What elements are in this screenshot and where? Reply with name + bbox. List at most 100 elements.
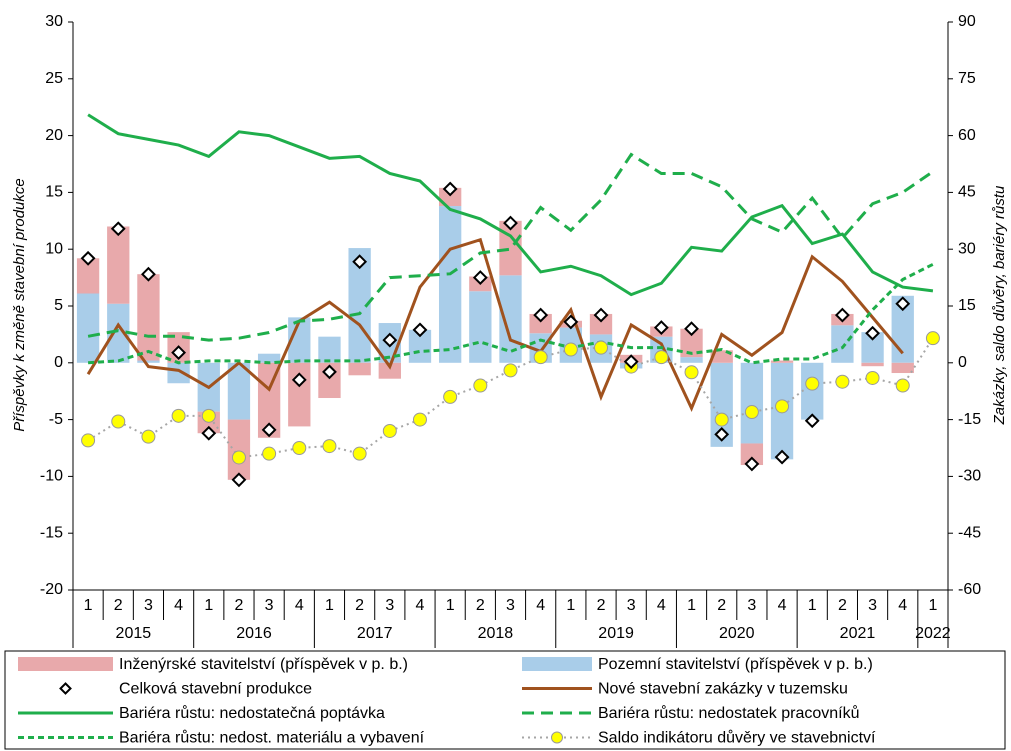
- legend-label: Bariéra růstu: nedostatek pracovníků: [598, 704, 859, 722]
- marker: [171, 345, 187, 360]
- x-group-label: 2016: [236, 625, 272, 642]
- x-group-label: 2020: [719, 625, 755, 642]
- bar: [680, 328, 703, 358]
- marker: [382, 332, 398, 348]
- bar: [740, 443, 764, 466]
- marker: [533, 307, 549, 323]
- marker: [442, 181, 458, 197]
- bar: [76, 293, 100, 363]
- bar: [227, 362, 251, 420]
- marker: [231, 472, 247, 488]
- legend-label: Inženýrské stavitelství (příspěvek v p. …: [119, 656, 408, 673]
- y-tick-label: 5: [54, 297, 63, 314]
- bar: [257, 362, 281, 438]
- x-tick-label: 1: [204, 597, 213, 614]
- bar: [107, 226, 130, 304]
- legend-swatch: [18, 657, 113, 671]
- y2-tick-label: 75: [958, 70, 976, 87]
- bar: [408, 329, 432, 363]
- point: [835, 374, 850, 389]
- x-tick-label: 3: [385, 597, 394, 614]
- y2-tick-label: 60: [958, 127, 976, 144]
- x-group-label: 2022: [915, 625, 951, 642]
- y2-tick-label: -15: [958, 411, 981, 428]
- x-tick-label: 1: [84, 597, 93, 614]
- x-tick-label: 1: [566, 597, 575, 614]
- x-tick-label: 2: [717, 597, 726, 614]
- y-tick-label: 25: [45, 70, 63, 87]
- marker: [322, 364, 337, 380]
- bar: [529, 313, 552, 334]
- marker: [684, 321, 699, 337]
- bar: [861, 332, 884, 363]
- y2-tick-label: -45: [958, 524, 981, 541]
- bar: [257, 353, 281, 363]
- point: [714, 412, 729, 427]
- marker: [774, 449, 790, 465]
- x-tick-label: 2: [114, 597, 123, 614]
- x-tick-label: 4: [657, 597, 666, 614]
- line: [87, 152, 934, 342]
- point: [563, 342, 578, 357]
- x-tick-label: 3: [506, 597, 515, 614]
- x-tick-label: 3: [144, 597, 153, 614]
- bar: [227, 419, 251, 480]
- line: [86, 237, 904, 412]
- y-tick-label: -15: [40, 524, 63, 541]
- point: [684, 365, 699, 380]
- point: [81, 433, 96, 448]
- y2-tick-label: 15: [958, 297, 976, 314]
- y2-tick-label: 45: [958, 184, 976, 201]
- point: [654, 350, 669, 365]
- point: [382, 423, 397, 438]
- point: [171, 408, 186, 423]
- marker: [834, 307, 850, 323]
- x-tick-label: 1: [808, 597, 817, 614]
- x-tick-label: 3: [747, 597, 756, 614]
- point: [805, 376, 820, 391]
- point: [141, 429, 156, 444]
- bar: [288, 317, 311, 363]
- marker: [714, 426, 730, 442]
- x-tick-label: 2: [476, 597, 485, 614]
- line: [87, 113, 934, 297]
- y2-tick-label: 90: [958, 13, 976, 30]
- point: [594, 340, 609, 355]
- x-tick-label: 3: [627, 597, 636, 614]
- bar: [891, 362, 914, 374]
- bar: [589, 313, 613, 335]
- legend-swatch: [522, 657, 592, 671]
- marker: [80, 250, 96, 266]
- y-tick-label: 30: [45, 13, 63, 30]
- x-tick-label: 4: [536, 597, 545, 614]
- x-tick-label: 2: [355, 597, 364, 614]
- marker: [141, 266, 156, 282]
- x-group-label: 2019: [598, 625, 634, 642]
- x-tick-label: 1: [325, 597, 334, 614]
- y-tick-label: 20: [45, 127, 63, 144]
- bar: [740, 362, 764, 444]
- x-tick-label: 2: [234, 597, 243, 614]
- y-axis-label: Příspěvky k změně stavební produkce: [11, 178, 28, 431]
- marker: [563, 314, 579, 330]
- bar: [801, 362, 824, 420]
- y-tick-label: 10: [45, 240, 63, 257]
- bar: [137, 274, 160, 361]
- point: [473, 378, 488, 393]
- x-tick-label: 3: [868, 597, 877, 614]
- marker: [261, 422, 277, 438]
- marker: [653, 320, 669, 335]
- legend-box: [4, 650, 1006, 750]
- point: [231, 450, 246, 465]
- point: [443, 389, 458, 404]
- point: [865, 370, 880, 385]
- legend-label: Bariéra růstu: nedostatečná poptávka: [119, 704, 385, 722]
- marker: [201, 425, 217, 441]
- marker: [110, 221, 126, 237]
- point: [111, 414, 126, 429]
- marker: [291, 372, 307, 388]
- y2-tick-label: -30: [958, 468, 981, 485]
- x-group-label: 2015: [116, 625, 152, 642]
- bar: [288, 362, 311, 427]
